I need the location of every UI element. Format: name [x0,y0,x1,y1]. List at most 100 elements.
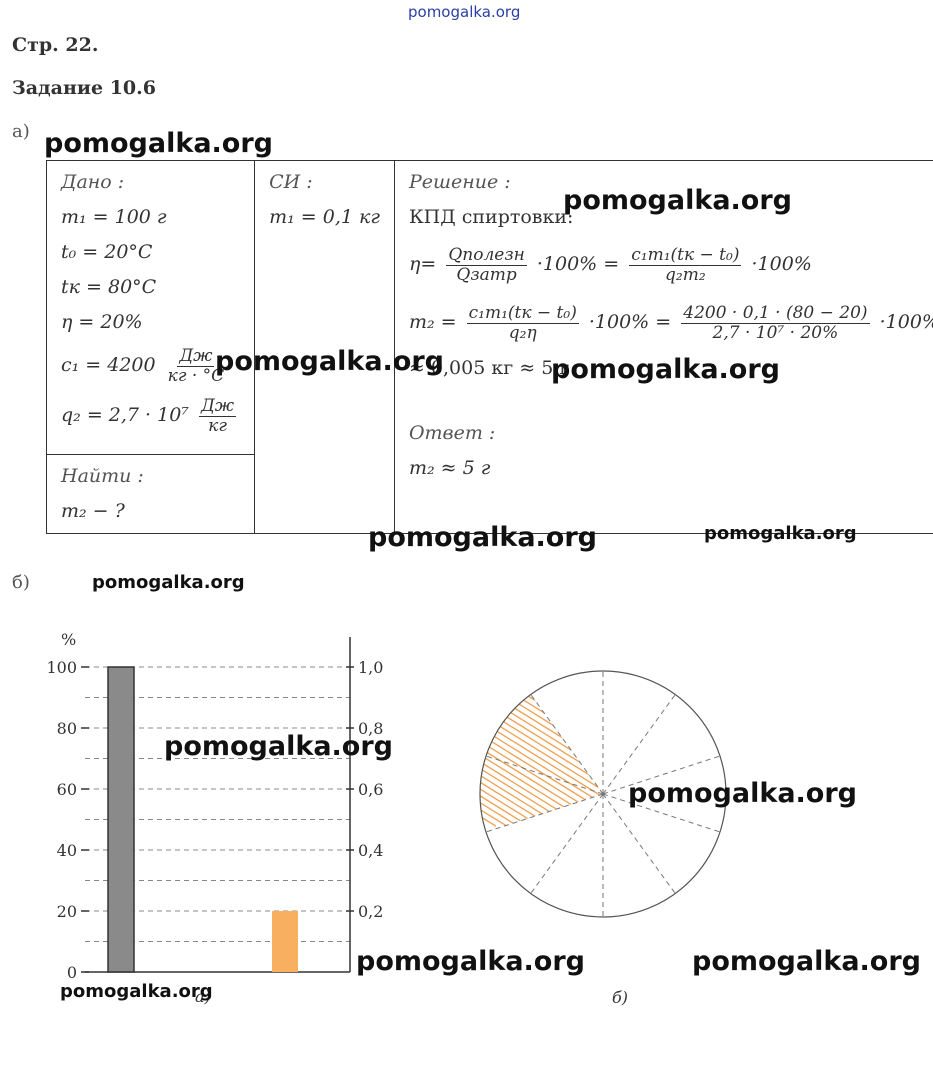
si-m1: m₁ = 0,1 кг [269,206,380,228]
hatch-line [480,694,603,827]
frac2-den: q₂m₂ [665,264,706,285]
given-m1: m₁ = 100 г [61,206,167,228]
frac1-den: Qзатр [456,264,517,285]
given-title: Дано : [61,171,125,193]
given-c1-unit: Дж кг · °C [166,347,226,385]
eta-eq: η= [408,253,437,275]
watermark-9[interactable]: pomogalka.org [628,778,857,809]
find-cell: Найти : m₂ − ? [45,454,256,534]
pie-chart: б) [470,665,727,1007]
watermark-2[interactable]: pomogalka.org [563,185,792,216]
formula-mid3: ·100% = [588,311,672,333]
pie-sector-line [485,793,604,833]
left-tick-label: 60 [57,780,77,799]
right-tick-label: 0,8 [358,719,383,738]
right-tick-label: 1,0 [358,658,383,677]
given-tk: tк = 80°C [61,276,157,298]
left-tick-label: 20 [57,902,77,921]
hatch-line [480,694,574,827]
left-tick-label: 40 [57,841,77,860]
hatch-line [480,694,603,827]
pie-sector-line [530,694,604,795]
watermark-12[interactable]: pomogalka.org [60,981,213,1002]
answer-value: m₂ ≈ 5 г [408,457,491,479]
watermark-3[interactable]: pomogalka.org [215,346,444,377]
hatch-line [480,694,603,827]
pie-sector-line [602,755,721,795]
pie-caption: б) [612,988,628,1007]
formula-end3: ·100% ≈ [879,311,933,333]
formula-frac4: 4200 · 0,1 · (80 − 20) 2,7 · 10⁷ · 20% [681,302,870,343]
right-tick-label: 0,6 [358,780,383,799]
left-tick-label: 0 [67,963,77,982]
hatch-line [480,694,603,827]
hatch-line [480,694,596,827]
page-number: Стр. 22. [12,34,99,56]
hatch-line [480,694,585,827]
solution-cell: Решение : КПД спиртовки: η= Qполезн Qзат… [393,160,933,534]
hatch-line [480,694,497,827]
hatch-line [480,694,541,827]
site-watermark-top[interactable]: pomogalka.org [408,3,521,21]
frac4-num: 4200 · 0,1 · (80 − 20) [681,302,870,324]
hatch-line [480,694,603,827]
left-axis-unit: % [61,630,76,649]
pie-sector-lines [485,671,721,917]
hatch-line [480,694,552,827]
part-b-label: б) [12,572,30,593]
watermark-11[interactable]: pomogalka.org [692,946,921,977]
watermark-6[interactable]: pomogalka.org [704,523,857,544]
right-tick-label: 0,4 [358,841,383,860]
hatch-line [470,665,474,826]
given-q2-unit: Дж кг [198,397,237,435]
given-t0: t₀ = 20°C [61,241,153,263]
watermark-1[interactable]: pomogalka.org [44,128,273,159]
formula-mid1: ·100% = [536,253,620,275]
watermark-4[interactable]: pomogalka.org [551,354,780,385]
pie-sector-line [602,793,676,894]
formula-frac1: Qполезн Qзатр [446,246,527,285]
part-a-label: а) [12,121,30,142]
si-title: СИ : [269,171,313,193]
find-title: Найти : [61,465,144,487]
hatch-line [480,694,603,827]
frac4-den: 2,7 · 10⁷ · 20% [712,322,839,343]
pie-shaded-sector [480,694,603,832]
left-tick-label: 100 [46,658,77,677]
task-title: Задание 10.6 [12,77,156,99]
hatch-line [480,694,486,827]
frac2-num: c₁m₁(tк − t₀) [629,244,742,266]
given-c1-unit-num: Дж [177,345,215,367]
bar-chart: 0 20 40 60 80 100 0,2 0,4 0,6 0,8 1,0% а) [46,630,383,1006]
chart-grid [81,637,354,973]
watermark-10[interactable]: pomogalka.org [356,946,585,977]
find-value: m₂ − ? [61,500,125,522]
solution-line1: КПД спиртовки: [408,206,574,228]
chart-bars [107,666,298,973]
solution-title: Решение : [408,171,511,193]
si-cell: СИ : m₁ = 0,1 кг [254,160,395,534]
solution-approx: ≈ 0,005 кг ≈ 5 г [408,357,570,379]
pie-sector-line [530,793,604,894]
pie-sector-line [602,793,721,833]
given-q2-value: q₂ = 2,7 · 10⁷ [61,404,189,426]
given-q2: q₂ = 2,7 · 10⁷ Дж кг [61,390,240,440]
watermark-7[interactable]: pomogalka.org [92,572,245,593]
given-eta: η = 20% [61,311,143,333]
hatch-line [480,694,563,827]
chart-bar [272,911,298,972]
formula-end1: ·100% [751,253,812,275]
given-c1: c₁ = 4200 Дж кг · °C [61,340,240,390]
watermark-5[interactable]: pomogalka.org [368,522,597,553]
hatch-line [480,694,603,827]
frac3-den: q₂η [508,322,537,343]
given-c1-value: c₁ = 4200 [61,354,156,376]
left-tick-label: 80 [57,719,77,738]
frac3-num: c₁m₁(tк − t₀) [466,302,579,324]
watermark-8[interactable]: pomogalka.org [164,731,393,762]
pie-sector-line [485,755,604,795]
task-table: Дано : m₁ = 100 г t₀ = 20°C tк = 80°C η … [45,160,933,534]
bar-chart-caption: а) [195,987,211,1006]
chart-labels: 0 20 40 60 80 100 0,2 0,4 0,6 0,8 1,0% а) [46,630,383,1006]
pie-outline [479,670,727,918]
